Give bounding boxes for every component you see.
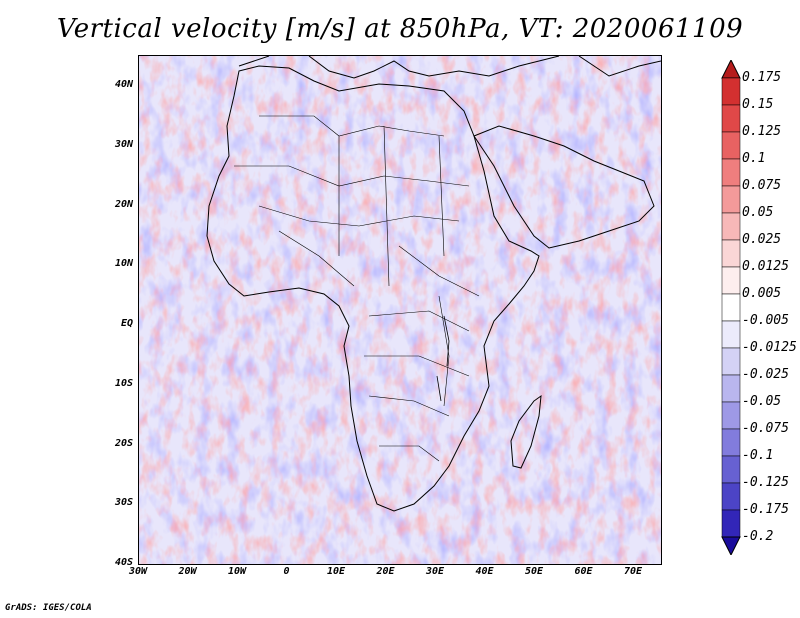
- colorbar-swatch: [721, 428, 741, 457]
- colorbar-swatch: [721, 401, 741, 430]
- colorbar-label: 0.075: [742, 178, 782, 193]
- lon-label: 20W: [178, 566, 197, 577]
- colorbar-swatch: [721, 131, 741, 160]
- lat-label: 20S: [114, 437, 133, 449]
- colorbar-swatch: [721, 509, 741, 538]
- colorbar-label: -0.05: [742, 394, 782, 409]
- lon-label: 10W: [227, 566, 247, 577]
- colorbar-label: 0.15: [742, 97, 774, 112]
- lon-label: 0: [283, 566, 290, 577]
- field-noise: [139, 56, 661, 564]
- vertical-velocity-field: [139, 56, 661, 564]
- lat-label: 40N: [114, 79, 133, 90]
- colorbar-label: 0.175: [742, 70, 782, 85]
- colorbar-label: 0.0125: [742, 259, 789, 274]
- colorbar-label: -0.175: [742, 502, 789, 517]
- great-lakes: [436, 315, 450, 402]
- madagascar-coastline: [510, 394, 542, 469]
- grads-credit: GrADS: IGES/COLA: [5, 603, 92, 613]
- lat-label: 10S: [114, 377, 133, 389]
- colorbar-bottom-arrow: [721, 536, 741, 555]
- colorbar-label: -0.1: [742, 448, 774, 463]
- colorbar-label: -0.005: [742, 313, 789, 328]
- map-title: Vertical velocity [m/s] at 850hPa, VT: 2…: [56, 14, 744, 44]
- lon-label: 20E: [376, 566, 395, 577]
- map-frame: [138, 55, 662, 565]
- arabia-coastline: [473, 125, 655, 249]
- colorbar-label: 0.05: [742, 205, 774, 220]
- colorbar-swatch: [721, 266, 741, 295]
- lon-label: 30E: [425, 566, 445, 577]
- colorbar-swatch: [721, 347, 741, 376]
- europe-coastline: [238, 56, 661, 79]
- lon-label: 70E: [623, 566, 643, 577]
- colorbar-swatch: [721, 455, 741, 484]
- lat-label: 30S: [114, 497, 133, 509]
- colorbar-top-arrow: [721, 60, 741, 79]
- colorbar-label: 0.025: [742, 232, 782, 247]
- lat-label: EQ: [120, 318, 133, 329]
- colorbar-label: -0.075: [742, 421, 789, 436]
- lon-label: 40E: [475, 566, 494, 577]
- colorbar-swatch: [721, 482, 741, 511]
- lon-label: 50E: [524, 566, 544, 577]
- colorbar-swatch: [721, 158, 741, 187]
- country-borders: [234, 115, 480, 462]
- colorbar-label: -0.125: [742, 475, 789, 490]
- lon-label: 10E: [326, 566, 346, 577]
- colorbar-swatch: [721, 293, 741, 322]
- colorbar-swatch: [721, 320, 741, 349]
- colorbar-swatch: [721, 374, 741, 403]
- lon-label: 60E: [574, 566, 593, 577]
- lat-label: 30N: [114, 138, 133, 150]
- colorbar-swatch: [721, 104, 741, 133]
- colorbar-label: -0.2: [742, 529, 774, 544]
- africa-coastline: [206, 65, 540, 512]
- colorbar-swatch: [721, 77, 741, 106]
- lat-label: 40S: [114, 557, 133, 568]
- colorbar-swatch: [721, 239, 741, 268]
- colorbar-label: 0.005: [742, 286, 782, 301]
- colorbar: [721, 60, 741, 555]
- lat-label: 10N: [114, 258, 133, 270]
- colorbar-label: 0.125: [742, 124, 782, 139]
- lat-label: 20N: [114, 198, 133, 210]
- colorbar-label: -0.0125: [742, 340, 797, 355]
- colorbar-label: 0.1: [742, 151, 766, 166]
- lon-label: 30W: [128, 566, 148, 577]
- colorbar-swatch: [721, 185, 741, 214]
- colorbar-swatch: [721, 212, 741, 241]
- colorbar-label: -0.025: [742, 367, 789, 382]
